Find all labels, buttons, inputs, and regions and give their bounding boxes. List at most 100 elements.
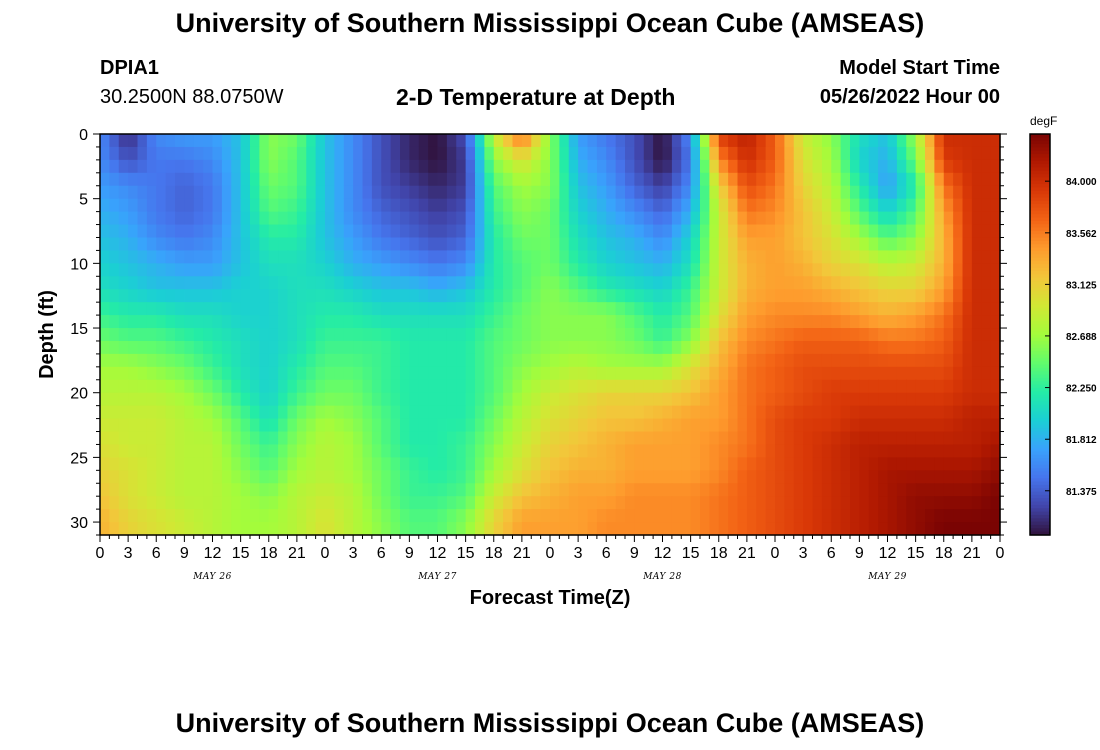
heatmap-cell bbox=[315, 522, 326, 536]
heatmap-cell bbox=[784, 353, 795, 368]
heatmap-cell bbox=[915, 159, 926, 174]
heatmap-cell bbox=[859, 444, 870, 458]
heatmap-cell bbox=[728, 134, 739, 148]
heatmap-cell bbox=[746, 418, 757, 433]
heatmap-cell bbox=[971, 250, 982, 264]
heatmap-cell bbox=[803, 444, 814, 458]
heatmap-cell bbox=[550, 392, 560, 407]
heatmap-cell bbox=[793, 509, 804, 523]
heatmap-cell bbox=[596, 470, 607, 484]
heatmap-cell bbox=[559, 146, 570, 161]
heatmap-cell bbox=[287, 328, 298, 342]
heatmap-cell bbox=[381, 470, 392, 484]
heatmap-cell bbox=[484, 198, 495, 213]
heatmap-cell bbox=[756, 289, 767, 303]
heatmap-cell bbox=[428, 237, 439, 252]
heatmap-cell bbox=[184, 315, 195, 329]
heatmap-cell bbox=[821, 237, 832, 252]
heatmap-cell bbox=[671, 185, 682, 200]
x-tick-label: 21 bbox=[288, 545, 306, 562]
heatmap-cell bbox=[521, 470, 532, 484]
heatmap-cell bbox=[728, 159, 739, 174]
x-tick-label: 0 bbox=[321, 545, 330, 562]
heatmap-cell bbox=[521, 483, 532, 497]
heatmap-cell bbox=[128, 172, 139, 187]
heatmap-cell bbox=[306, 276, 317, 290]
heatmap-cell bbox=[765, 185, 776, 200]
heatmap-cell bbox=[709, 134, 720, 148]
heatmap-cell bbox=[746, 250, 757, 264]
heatmap-cell bbox=[709, 457, 720, 471]
heatmap-cell bbox=[887, 366, 898, 381]
heatmap-cell bbox=[221, 302, 232, 316]
heatmap-cell bbox=[334, 405, 345, 420]
heatmap-cell bbox=[400, 483, 410, 497]
heatmap-cell bbox=[100, 353, 110, 368]
heatmap-cell bbox=[418, 224, 429, 239]
heatmap-cell bbox=[812, 172, 823, 187]
heatmap-cell bbox=[503, 444, 514, 458]
heatmap-cell bbox=[193, 418, 204, 433]
heatmap-cell bbox=[109, 392, 120, 407]
heatmap-cell bbox=[353, 457, 364, 471]
heatmap-cell bbox=[596, 418, 607, 433]
heatmap-cell bbox=[775, 198, 785, 213]
heatmap-cell bbox=[296, 263, 307, 277]
heatmap-cell bbox=[559, 159, 570, 174]
heatmap-cell bbox=[953, 353, 964, 368]
colorbar-tick-label: 84.000 bbox=[1066, 177, 1097, 188]
heatmap-cell bbox=[906, 185, 917, 200]
heatmap-cell bbox=[287, 146, 298, 161]
heatmap-cell bbox=[221, 211, 232, 226]
heatmap-cell bbox=[578, 496, 589, 510]
heatmap-cell bbox=[203, 250, 214, 264]
heatmap-cell bbox=[428, 328, 439, 342]
heatmap-cell bbox=[475, 211, 485, 226]
heatmap-cell bbox=[559, 457, 570, 471]
heatmap-cell bbox=[240, 470, 251, 484]
heatmap-cell bbox=[512, 315, 523, 329]
heatmap-cell bbox=[521, 146, 532, 161]
heatmap-cell bbox=[137, 522, 148, 536]
heatmap-cell bbox=[943, 328, 954, 342]
heatmap-cell bbox=[859, 353, 870, 368]
heatmap-cell bbox=[531, 328, 542, 342]
heatmap-cell bbox=[962, 522, 973, 536]
heatmap-cell bbox=[278, 211, 289, 226]
heatmap-cell bbox=[193, 289, 204, 303]
heatmap-cell bbox=[587, 392, 598, 407]
heatmap-cell bbox=[287, 431, 298, 446]
heatmap-cell bbox=[587, 250, 598, 264]
x-tick-label: 21 bbox=[963, 545, 981, 562]
heatmap-cell bbox=[840, 185, 851, 200]
heatmap-cell bbox=[671, 444, 682, 458]
heatmap-cell bbox=[100, 224, 110, 239]
heatmap-cell bbox=[146, 405, 157, 420]
heatmap-cell bbox=[690, 134, 701, 148]
heatmap-cell bbox=[465, 315, 476, 329]
heatmap-cell bbox=[493, 146, 504, 161]
heatmap-cell bbox=[118, 185, 129, 200]
heatmap-cell bbox=[128, 418, 139, 433]
heatmap-cell bbox=[718, 146, 729, 161]
heatmap-cell bbox=[896, 263, 907, 277]
heatmap-cell bbox=[559, 509, 570, 523]
heatmap-cell bbox=[212, 418, 223, 433]
heatmap-cell bbox=[418, 522, 429, 536]
heatmap-cell bbox=[906, 315, 917, 329]
heatmap-cell bbox=[700, 198, 710, 213]
heatmap-cell bbox=[287, 185, 298, 200]
heatmap-cell bbox=[409, 509, 420, 523]
x-tick-label: 12 bbox=[654, 545, 672, 562]
heatmap-cell bbox=[821, 509, 832, 523]
heatmap-cell bbox=[296, 405, 307, 420]
heatmap-cell bbox=[306, 418, 317, 433]
x-tick-label: 3 bbox=[349, 545, 358, 562]
heatmap-cell bbox=[756, 392, 767, 407]
heatmap-cell bbox=[606, 470, 617, 484]
heatmap-cell bbox=[990, 315, 1001, 329]
heatmap-cell bbox=[231, 250, 242, 264]
heatmap-cell bbox=[250, 276, 260, 290]
heatmap-cell bbox=[681, 237, 692, 252]
heatmap-cell bbox=[803, 224, 814, 239]
